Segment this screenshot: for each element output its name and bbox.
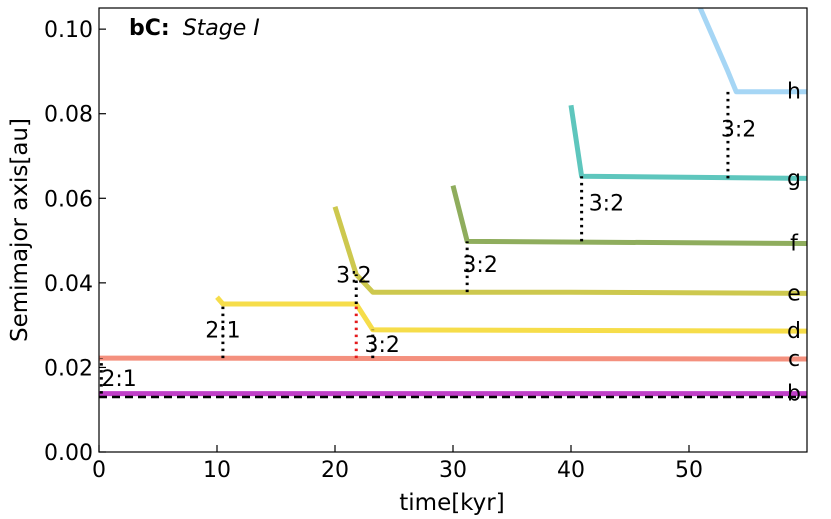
y-tick-label-3: 0.06 — [44, 187, 93, 212]
series-label-c: c — [788, 347, 800, 372]
series-label-h: h — [787, 80, 801, 105]
axes-frame — [98, 7, 808, 453]
resonance-label-1: 2:1 — [205, 318, 240, 343]
series-line-c — [99, 355, 807, 362]
series-label-f: f — [790, 232, 799, 257]
x-tick-label-0: 0 — [92, 458, 106, 483]
panel-label-italic: Stage I — [183, 16, 260, 41]
x-tick-label-3: 30 — [439, 458, 467, 483]
x-tick-label-2: 20 — [321, 458, 349, 483]
panel-label-bold: bC: — [129, 16, 170, 41]
x-tick-label-4: 40 — [557, 458, 585, 483]
y-tick-label-0: 0.00 — [44, 441, 93, 466]
resonance-label-5: 3:2 — [462, 253, 497, 278]
y-tick-label-4: 0.08 — [44, 103, 93, 128]
series-line-h — [697, 8, 807, 95]
series-line-e — [332, 205, 807, 296]
series-label-b: b — [787, 382, 801, 407]
y-tick-label-1: 0.02 — [44, 356, 93, 381]
resonance-label-7: 3:2 — [721, 118, 756, 143]
series-label-e: e — [787, 281, 801, 306]
resonance-label-4: 3:2 — [364, 333, 399, 358]
series-line-f — [450, 184, 807, 246]
y-axis-label: Semimajor axis[au] — [7, 118, 33, 342]
series-label-d: d — [787, 319, 801, 344]
resonance-label-3: 3:2 — [336, 263, 371, 288]
plot-marks — [99, 8, 807, 399]
chart-text: bC: Stage I time[kyr] Semimajor axis[au]… — [7, 16, 801, 516]
x-tick-label-5: 50 — [675, 458, 703, 483]
panel-label: bC: Stage I — [129, 16, 260, 41]
axes: 0 10 20 30 40 50 0.00 0.02 0.04 0.06 0.08 0.10 — [44, 7, 808, 483]
series-label-g: g — [787, 166, 801, 191]
resonance-label-6: 3:2 — [589, 192, 624, 217]
resonance-label-0: 2:1 — [101, 367, 136, 392]
x-axis-label: time[kyr] — [399, 490, 504, 516]
series-line-g — [568, 104, 807, 181]
x-tick-label-1: 10 — [203, 458, 231, 483]
series-line-d — [215, 295, 807, 334]
y-tick-label-2: 0.04 — [44, 272, 93, 297]
y-tick-label-5: 0.10 — [44, 18, 93, 43]
